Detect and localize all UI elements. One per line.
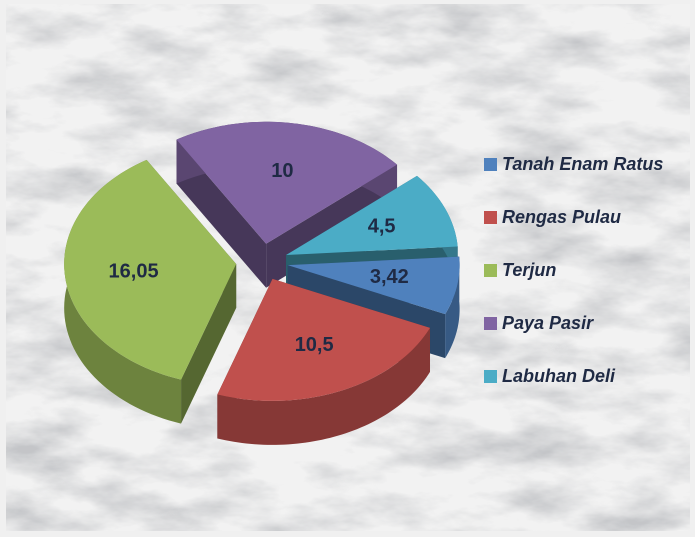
legend-swatch xyxy=(484,370,497,383)
slice xyxy=(176,121,398,244)
slice-side xyxy=(176,139,267,288)
slice-wall xyxy=(217,327,431,445)
legend-label: Labuhan Deli xyxy=(502,366,616,386)
legend-swatch xyxy=(484,317,497,330)
data-label: 16,05 xyxy=(109,260,159,282)
data-label: 10,5 xyxy=(295,334,334,356)
slice-side xyxy=(181,264,237,424)
pie: 10 4,5 16,05 3,42 10,5 xyxy=(64,121,460,445)
legend-swatch xyxy=(484,211,497,224)
data-label: 10 xyxy=(271,160,293,182)
legend-swatch xyxy=(484,158,497,171)
slice-wall xyxy=(445,256,460,359)
data-label: 4,5 xyxy=(368,216,396,238)
legend-label: Paya Pasir xyxy=(502,313,594,333)
slice xyxy=(287,256,460,315)
data-label: 3,42 xyxy=(370,266,409,288)
legend-label: Tanah Enam Ratus xyxy=(502,154,663,174)
slice xyxy=(64,159,237,380)
slice xyxy=(217,278,431,401)
legend-label: Terjun xyxy=(502,260,556,280)
legend-label: Rengas Pulau xyxy=(502,207,621,227)
slice xyxy=(286,175,458,256)
legend: Tanah Enam Ratus Rengas Pulau Terjun Paya P… xyxy=(484,154,663,386)
legend-swatch xyxy=(484,264,497,277)
